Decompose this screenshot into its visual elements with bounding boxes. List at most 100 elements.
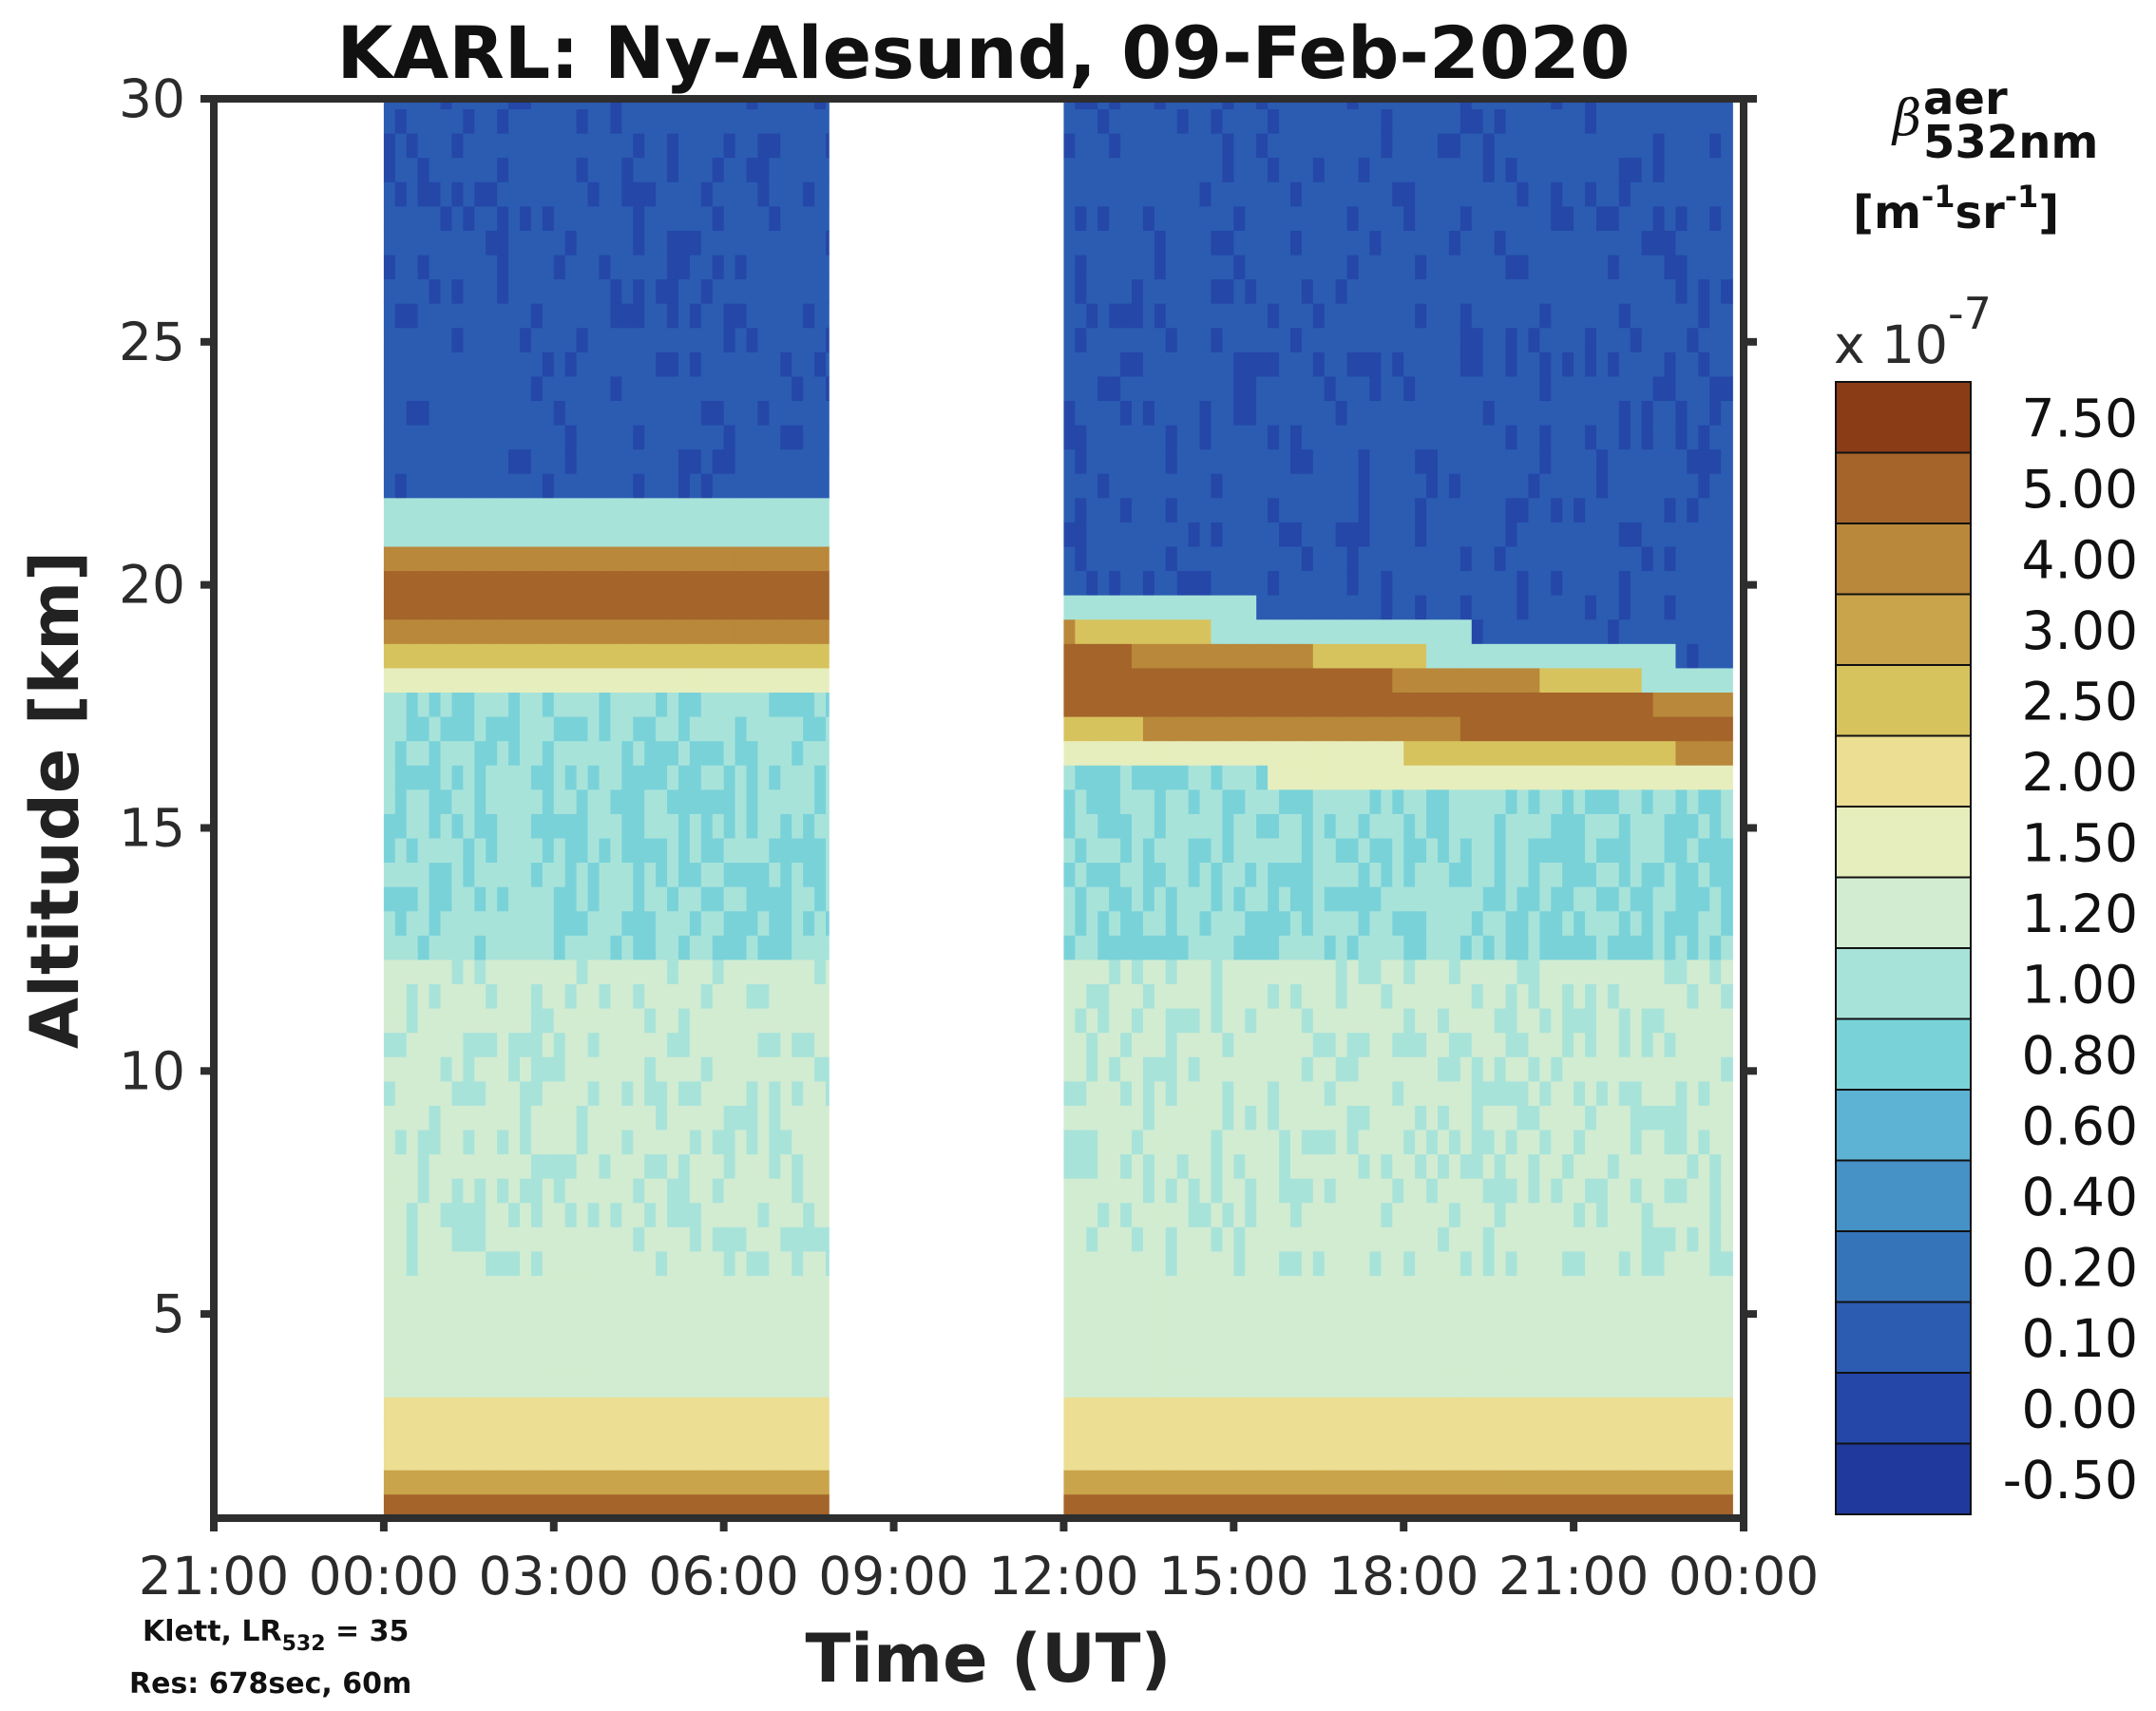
heat-cell <box>826 692 830 717</box>
heat-cell <box>677 715 691 742</box>
heat-cell <box>1438 1153 1450 1179</box>
heat-cell <box>1415 1080 1427 1106</box>
heat-cell <box>394 1226 408 1252</box>
heat-cell <box>1358 181 1371 207</box>
heat-cell <box>1471 472 1484 499</box>
heat-cell <box>553 618 566 644</box>
heat-cell <box>792 254 804 280</box>
heat-cell <box>1312 1250 1326 1276</box>
heat-cell <box>757 667 771 694</box>
heat-cell <box>621 108 635 134</box>
heat-cell <box>1176 1055 1190 1082</box>
heat-cell <box>474 205 487 231</box>
heat-cell <box>1211 643 1224 669</box>
heat-cell <box>1289 643 1303 669</box>
heat-cell <box>677 254 691 280</box>
heat-cell <box>383 740 396 766</box>
heat-cell <box>1426 230 1439 256</box>
heat-cell <box>1097 181 1110 207</box>
heat-cell <box>417 813 430 839</box>
heat-cell <box>1120 108 1133 134</box>
heat-cell <box>599 181 612 207</box>
heat-cell <box>1233 99 1247 110</box>
heat-cell <box>520 1420 532 1447</box>
heat-cell <box>1505 740 1518 766</box>
heat-cell <box>1551 1055 1563 1082</box>
heat-cell <box>1063 692 1077 717</box>
heat-cell <box>1245 1202 1257 1227</box>
heat-cell <box>1551 1080 1563 1106</box>
heat-cell <box>1075 424 1088 450</box>
heat-cell <box>429 448 442 474</box>
heat-cell <box>803 1250 815 1276</box>
heat-cell <box>1505 910 1518 936</box>
heat-cell <box>1063 1372 1077 1397</box>
heat-cell <box>1426 1202 1439 1227</box>
heat-cell <box>712 789 725 814</box>
heat-cell <box>1120 352 1133 377</box>
heat-cell <box>826 740 830 766</box>
heat-cell <box>576 132 589 159</box>
heat-cell <box>1415 667 1427 694</box>
chart-title: KARL: Ny-Alesund, 09-Feb-2020 <box>337 10 1631 95</box>
heat-cell <box>769 1250 782 1276</box>
heat-cell <box>1188 935 1201 960</box>
heat-cell <box>463 594 476 620</box>
heat-cell <box>576 1007 589 1034</box>
heat-cell <box>564 99 578 110</box>
heat-cell <box>1392 230 1405 256</box>
heat-cell <box>1245 764 1257 790</box>
heat-cell <box>383 205 396 231</box>
heat-cell <box>1539 1153 1553 1179</box>
heat-cell <box>610 862 623 887</box>
heat-cell <box>1482 1493 1496 1518</box>
heat-cell <box>1358 1275 1371 1301</box>
heat-cell <box>677 1275 691 1301</box>
heat-cell <box>1324 1007 1337 1034</box>
heat-cell <box>1426 1226 1439 1252</box>
heat-cell <box>667 181 679 207</box>
heat-cell <box>1369 1202 1383 1227</box>
heat-cell <box>440 1177 453 1204</box>
heat-cell <box>667 862 679 887</box>
heat-cell <box>1528 157 1541 182</box>
heat-cell <box>1528 740 1541 766</box>
heat-cell <box>542 132 555 159</box>
heat-cell <box>621 327 635 352</box>
heat-cell <box>1403 1153 1416 1179</box>
heat-cell <box>621 448 635 474</box>
heat-cell <box>1448 400 1461 426</box>
heat-cell <box>1403 983 1416 1009</box>
heat-cell <box>1233 862 1247 887</box>
heat-cell <box>735 545 748 572</box>
heat-cell <box>1403 254 1416 280</box>
heat-cell <box>1188 157 1201 182</box>
heat-cell <box>406 1007 419 1034</box>
heat-cell <box>780 618 793 644</box>
heat-cell <box>1312 99 1326 110</box>
heat-cell <box>1562 764 1574 790</box>
heat-cell <box>667 813 679 839</box>
heat-cell <box>1324 545 1337 572</box>
heat-cell <box>1109 715 1121 742</box>
heat-cell <box>757 1032 771 1057</box>
heat-cell <box>1289 181 1303 207</box>
heat-cell <box>520 1493 532 1518</box>
heat-cell <box>429 375 442 402</box>
heat-cell <box>1142 181 1155 207</box>
heat-cell <box>723 764 736 790</box>
heat-cell <box>1097 205 1110 231</box>
heat-cell <box>1289 813 1303 839</box>
heat-cell <box>1097 959 1110 984</box>
heat-cell <box>383 935 396 960</box>
heat-cell <box>656 157 668 182</box>
heat-cell <box>1426 789 1439 814</box>
heat-cell <box>1222 181 1235 207</box>
heat-cell <box>474 278 487 304</box>
heat-cell <box>1301 1177 1314 1204</box>
heat-cell <box>1289 1397 1303 1422</box>
heat-cell <box>621 157 635 182</box>
heat-cell <box>633 789 645 814</box>
heat-cell <box>542 278 555 304</box>
heat-cell <box>383 1202 396 1227</box>
